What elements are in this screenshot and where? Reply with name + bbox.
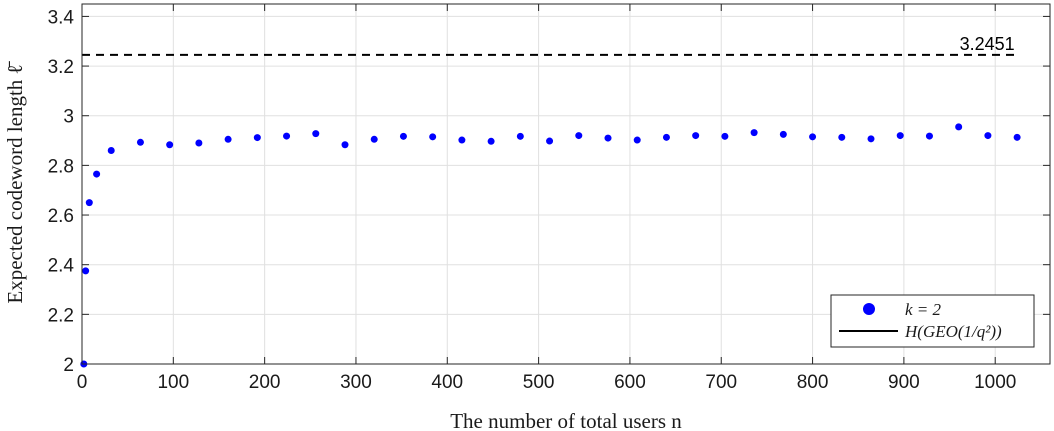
x-tick-label: 900: [888, 372, 920, 393]
data-point: [136, 138, 144, 146]
data-point: [195, 139, 203, 147]
y-axis-label: Expected codeword length ℓ̄: [3, 60, 27, 303]
data-point: [1013, 133, 1021, 141]
legend-label-line: H(GEO(1/q²)): [904, 322, 1002, 341]
x-tick-label: 600: [614, 372, 646, 393]
y-tick-label: 2.4: [48, 256, 75, 277]
data-point: [838, 133, 846, 141]
data-point: [955, 123, 963, 131]
data-point: [721, 132, 729, 140]
x-tick-label: 500: [523, 372, 555, 393]
data-point: [166, 141, 174, 149]
data-point: [107, 146, 115, 154]
data-point: [896, 132, 904, 140]
legend: k = 2 H(GEO(1/q²)): [830, 294, 1035, 348]
legend-marker-points: [863, 303, 875, 315]
data-point: [604, 134, 612, 142]
line-value-annotation: 3.2451: [960, 34, 1015, 54]
x-tick-label: 0: [77, 372, 88, 393]
legend-label-points: k = 2: [905, 300, 942, 319]
data-point: [546, 137, 554, 145]
x-tick-label: 400: [431, 372, 463, 393]
data-point: [85, 199, 93, 207]
data-point: [984, 132, 992, 140]
data-point: [370, 135, 378, 143]
y-tick-label: 2: [63, 355, 74, 376]
data-point: [809, 133, 817, 141]
x-tick-label: 200: [249, 372, 281, 393]
data-point: [82, 267, 90, 275]
data-point: [399, 132, 407, 140]
data-point: [253, 134, 261, 142]
data-point: [312, 130, 320, 138]
data-point: [779, 130, 787, 138]
data-point: [283, 132, 291, 140]
x-tick-label: 700: [705, 372, 737, 393]
y-tick-label: 3.2: [48, 57, 74, 78]
data-point: [662, 133, 670, 141]
data-point: [341, 141, 349, 149]
data-point: [93, 170, 101, 178]
data-point: [575, 132, 583, 140]
y-tick-label: 2.6: [48, 206, 74, 227]
data-point: [516, 132, 524, 140]
y-axis-ticks: 2 2.2 2.4 2.6 2.8 3 3.2 3.4: [48, 7, 1050, 376]
x-tick-label: 100: [157, 372, 189, 393]
data-point: [750, 129, 758, 137]
data-point: [487, 137, 495, 145]
data-point: [458, 136, 466, 144]
y-tick-label: 2.8: [48, 156, 74, 177]
data-point: [429, 133, 437, 141]
data-point: [692, 132, 700, 140]
x-tick-label: 300: [340, 372, 372, 393]
x-tick-label: 800: [797, 372, 829, 393]
x-axis-label: The number of total users n: [450, 409, 682, 431]
legend-box: [830, 294, 1035, 348]
y-tick-label: 2.2: [48, 305, 74, 326]
x-axis-ticks: 0 100 200 300 400 500 600 700 800 900 1000: [77, 4, 1016, 393]
y-tick-label: 3: [63, 107, 74, 128]
x-tick-label: 1000: [974, 372, 1016, 393]
plot-frame: [81, 3, 1051, 365]
y-tick-label: 3.4: [48, 7, 75, 28]
data-point: [224, 135, 232, 143]
data-point: [633, 136, 641, 144]
data-point: [867, 135, 875, 143]
data-point: [925, 132, 933, 140]
